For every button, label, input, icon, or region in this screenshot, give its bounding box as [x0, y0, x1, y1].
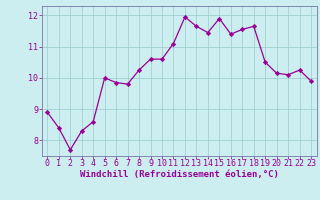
X-axis label: Windchill (Refroidissement éolien,°C): Windchill (Refroidissement éolien,°C): [80, 170, 279, 179]
